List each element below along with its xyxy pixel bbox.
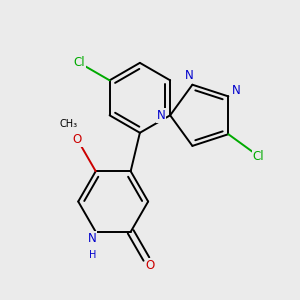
Text: H: H: [89, 250, 97, 260]
Text: O: O: [146, 259, 155, 272]
Text: N: N: [185, 70, 194, 83]
Text: Cl: Cl: [253, 149, 264, 163]
Text: O: O: [73, 133, 82, 146]
Text: Cl: Cl: [73, 56, 85, 69]
Text: N: N: [231, 85, 240, 98]
Text: CH₃: CH₃: [59, 119, 77, 129]
Text: N: N: [88, 232, 96, 245]
Text: N: N: [157, 109, 165, 122]
